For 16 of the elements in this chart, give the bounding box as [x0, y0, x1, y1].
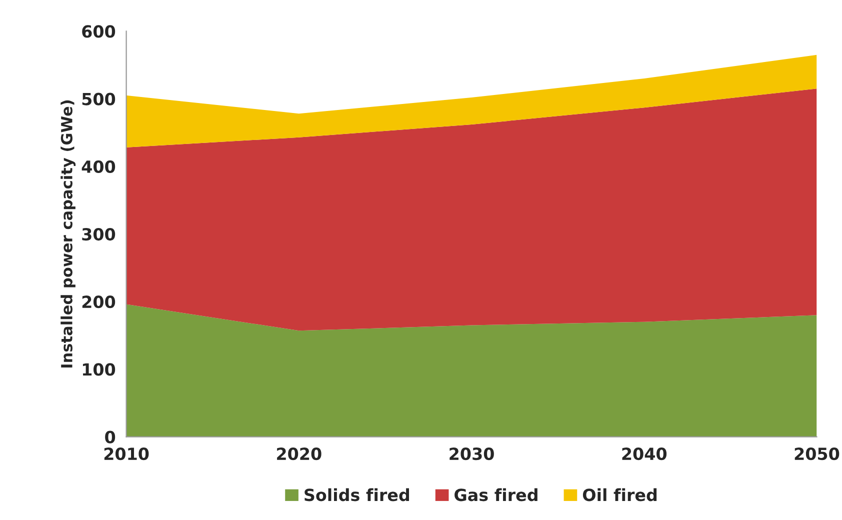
legend-label: Solids fired — [304, 488, 409, 502]
x-tick-label: 2020 — [277, 448, 322, 460]
y-tick-label: 100 — [82, 363, 116, 376]
legend-label: Oil fired — [582, 488, 657, 502]
y-tick-label: 300 — [82, 228, 116, 241]
x-tick-label: 2040 — [622, 448, 667, 460]
x-tick-label: 2030 — [450, 448, 494, 460]
y-tick-label: 200 — [82, 296, 116, 308]
y-tick-label: 0 — [105, 430, 116, 444]
y-tick-label: 400 — [82, 160, 116, 173]
y-axis-title: Installed power capacity (GWe) — [60, 100, 76, 368]
legend-label: Gas fired — [454, 488, 538, 502]
x-tick-label: 2010 — [104, 448, 149, 460]
x-tick-label: 2050 — [794, 448, 840, 460]
y-tick-label: 600 — [82, 25, 116, 38]
y-tick-label: 500 — [82, 92, 116, 106]
